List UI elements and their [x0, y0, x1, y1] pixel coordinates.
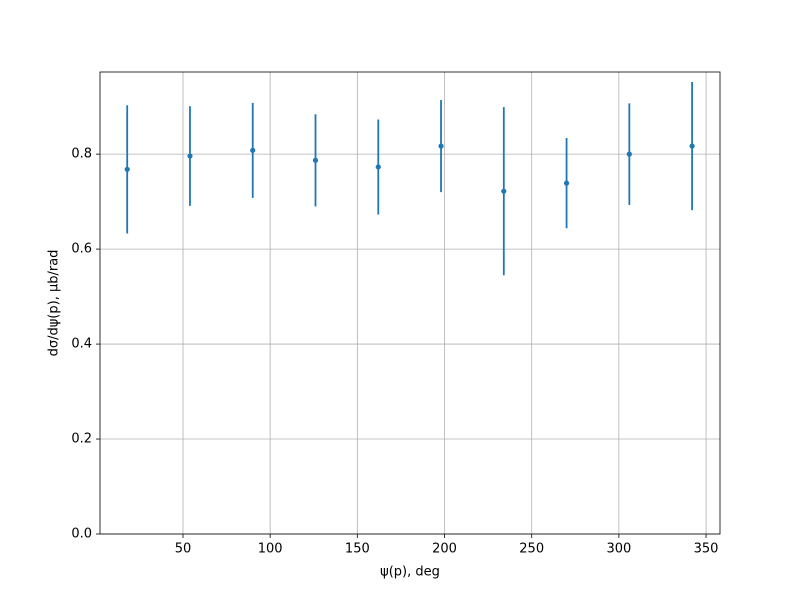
y-tick-label: 0.0	[71, 527, 92, 542]
y-axis-label: dσ/dψ(p), μb/rad	[47, 250, 62, 357]
data-point	[626, 151, 632, 157]
y-tick-label: 0.6	[71, 242, 92, 257]
x-tick-label: 300	[606, 542, 631, 557]
data-point	[312, 157, 319, 163]
x-tick-label: 150	[345, 542, 370, 557]
x-tick-label: 100	[258, 542, 283, 557]
data-point	[375, 164, 381, 170]
y-tick-label: 0.2	[71, 432, 92, 447]
data-point	[250, 147, 256, 153]
plot-layer: 50 100 150 200 250 300 350 0.0 0.2 0.4 0.6 0.8	[71, 72, 720, 557]
x-tick-label: 200	[432, 542, 457, 557]
x-axis-label: ψ(p), deg	[380, 565, 440, 580]
x-tick-label: 250	[519, 542, 544, 557]
data-point	[689, 143, 695, 149]
x-tick-label: 50	[175, 542, 192, 557]
data-point	[438, 143, 444, 149]
data-point	[124, 166, 130, 172]
data-point	[563, 180, 570, 186]
y-tick-label: 0.8	[71, 147, 92, 162]
data-point	[187, 153, 193, 159]
y-tick-label: 0.4	[71, 337, 92, 352]
axes-frame	[99, 71, 721, 535]
data-point	[501, 188, 507, 194]
x-tick-label: 350	[694, 542, 719, 557]
